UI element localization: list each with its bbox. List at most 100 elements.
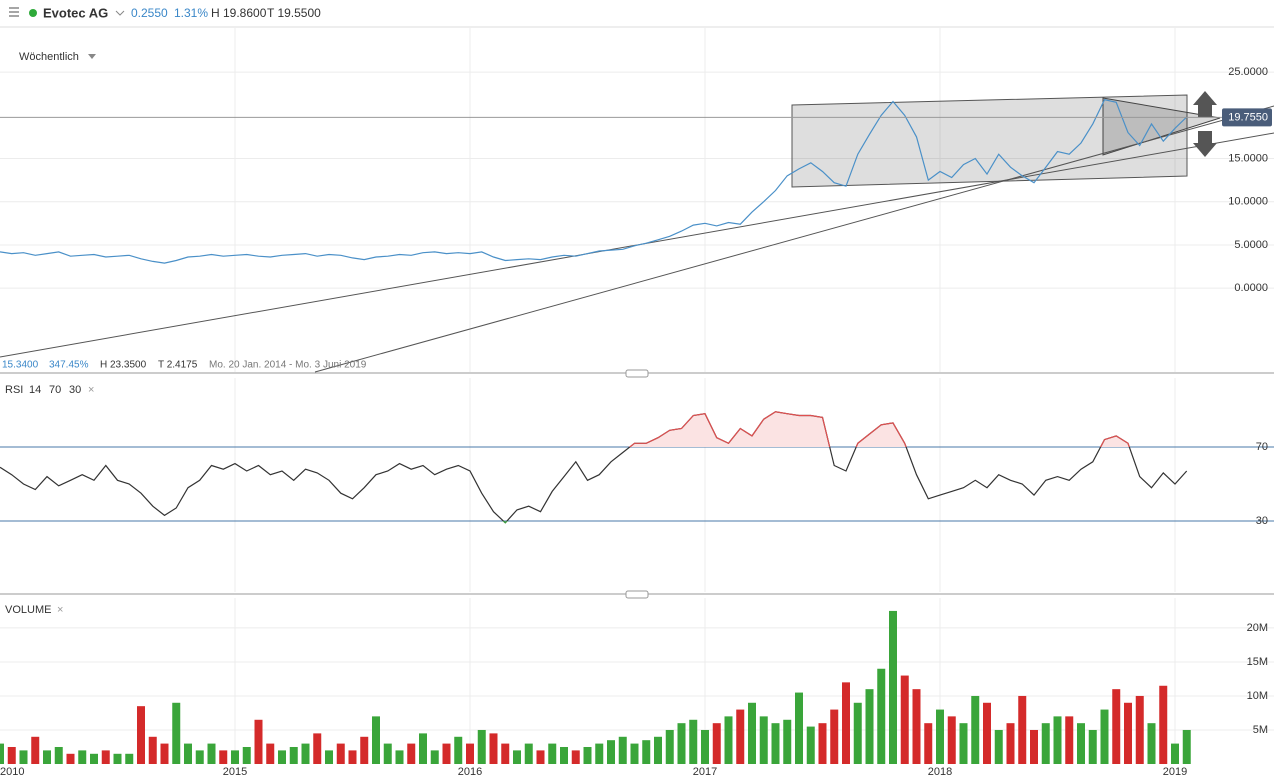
y-tick-label: 5M [1253,724,1268,736]
volume-bar [1030,729,1038,764]
x-edge-label: 2010 [0,766,24,778]
volume-bar [595,743,604,764]
instrument-dropdown[interactable] [115,10,125,16]
volume-bar [1018,695,1027,764]
y-tick-label: 15M [1247,656,1268,668]
volume-bar [560,746,568,764]
volume-bar [1006,723,1015,764]
volume-bar [806,726,815,764]
volume-bar [477,729,486,764]
x-tick-label: 2015 [223,766,247,778]
volume-bar [818,723,827,764]
volume-bar [0,743,4,764]
volume-bar [289,746,298,764]
volume-bar [983,702,991,764]
rsi-close[interactable]: × [88,384,94,396]
trend-line [314,105,1274,373]
volume-bar [336,743,345,764]
header: Evotec AG 0.2550 1.31% H 19.8600 T 19.55… [0,0,1274,28]
volume-bar [125,753,134,764]
volume-bar [665,729,674,764]
header-bar [0,0,1274,27]
plot-layer: 25.0000 15.0000 10.0000 5.0000 0.0000 19.7550… [0,66,1274,778]
drawings [0,91,1274,373]
day-low: T 19.5500 [267,6,321,20]
volume-bar [947,716,956,764]
y-tick-label: 30 [1256,515,1268,527]
volume-bar [407,743,416,764]
volume-bar [971,695,980,764]
volume-bar [701,729,709,764]
volume-bar [7,746,16,764]
volume-bar [771,723,780,764]
volume-bar [148,736,157,764]
day-high: H 19.8600 [211,6,267,20]
volume-bar [654,736,662,764]
volume-bar [1077,723,1085,764]
rsi-overbought-line [628,411,1130,447]
instrument-name[interactable]: Evotec AG [43,5,108,20]
volume-bar [66,753,75,764]
y-tick-label: 25.0000 [1228,66,1268,78]
last-price-label: 19.7550 [1228,111,1268,123]
volume-bar [1112,689,1121,764]
menu-icon[interactable] [9,7,19,17]
resize-handle[interactable] [625,590,649,599]
volume-bar [830,709,839,764]
interval-dropdown[interactable] [88,54,96,59]
range-info: 15.3400 347.45% H 23.3500 T 2.4175 Mo. 2… [2,360,367,371]
volume-bar [994,729,1003,764]
volume-bar [372,716,380,764]
volume-bar [360,736,369,764]
volume-bar [78,750,87,764]
volume-bar [689,719,698,764]
volume-bar [724,716,733,764]
volume-bar [90,753,98,764]
volume-bar [513,750,521,764]
volume-bar [1053,716,1062,764]
volume-bar [1159,685,1168,764]
volume-bar [736,709,745,764]
volume-bar [1147,723,1156,764]
volume-bar [301,743,310,764]
volume-bar [677,723,686,764]
volume-bar [924,723,933,764]
range-close: 15.3400 [2,360,39,371]
last-price-badge [1222,108,1272,127]
volume-bar [383,743,392,764]
volume-bar [712,723,721,764]
rsi-period: 14 [29,384,41,396]
volume-bar [242,746,251,764]
y-tick-label: 5.0000 [1234,239,1268,251]
y-tick-label: 70 [1256,441,1268,453]
range-period: Mo. 20 Jan. 2014 - Mo. 3 Juni 2019 [209,360,367,371]
volume-bar [184,743,192,764]
volume-bar [466,743,474,764]
grid-layer [0,28,1274,764]
volume-bar [1171,743,1179,764]
volume-bar [348,750,357,764]
volume-bar [430,750,439,764]
volume-bar [877,668,886,764]
volume-bar [865,689,874,764]
volume-bar [1088,729,1097,764]
volume-bar [395,750,404,764]
volume-bar [442,743,451,764]
volume-bar [583,746,592,764]
volume-bar [889,610,897,764]
volume-bar [325,750,333,764]
volume-close[interactable]: × [57,604,63,616]
rsi-oversold-line [502,520,508,524]
volume-bar [1124,702,1132,764]
volume-bar [195,750,204,764]
volume-bar [266,743,275,764]
volume-bar [1182,729,1191,764]
y-tick-label: 20M [1247,622,1268,634]
resize-handle[interactable] [625,369,649,378]
interval-selector[interactable]: Wöchentlich [19,51,79,63]
volume-bar [571,750,580,764]
volume-bar [160,743,169,764]
y-tick-label: 0.0000 [1234,282,1268,294]
volume-bar [936,709,944,764]
